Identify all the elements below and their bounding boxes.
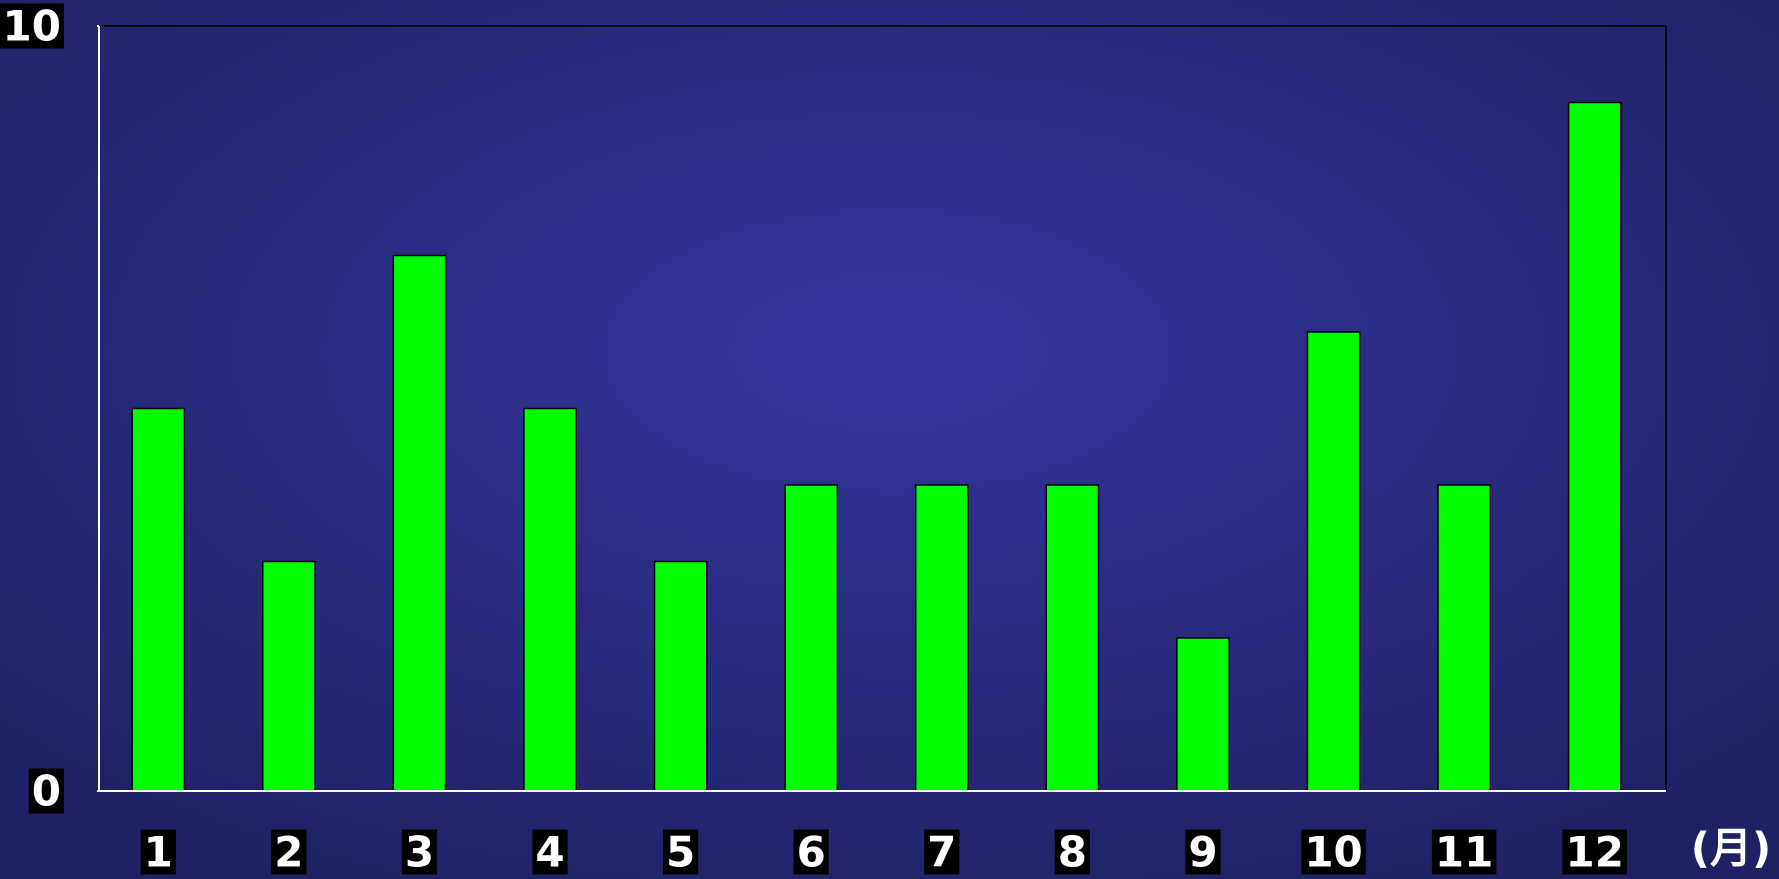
label-backgrounds	[0, 3, 1627, 875]
bar	[262, 560, 316, 792]
bar	[1045, 484, 1100, 792]
label-box	[924, 829, 960, 875]
x-tick-label: 4	[535, 828, 564, 877]
label-box	[1562, 829, 1627, 875]
bar	[1437, 484, 1491, 792]
x-tick-label: 12	[1565, 828, 1623, 877]
label-box	[1431, 829, 1497, 875]
label-box	[271, 829, 307, 875]
bar	[392, 254, 447, 792]
x-tick-label: 1	[144, 828, 173, 877]
label-box	[793, 829, 829, 875]
label-box	[28, 768, 64, 814]
bar	[131, 407, 186, 792]
bar	[1567, 101, 1622, 792]
label-box	[401, 829, 438, 875]
bar	[653, 560, 708, 792]
bar	[1306, 331, 1361, 792]
label-box	[1301, 829, 1366, 875]
x-tick-label: 11	[1435, 828, 1493, 877]
x-tick-label: 8	[1058, 828, 1087, 877]
y-tick-label: 0	[32, 767, 61, 816]
x-tick-label: 9	[1188, 828, 1217, 877]
bar	[784, 484, 839, 792]
label-box	[140, 829, 176, 875]
x-tick-label: 2	[274, 828, 303, 877]
label-box	[1054, 829, 1090, 875]
x-tick-label: 10	[1304, 828, 1362, 877]
bar	[1176, 637, 1230, 792]
label-box	[532, 829, 568, 875]
x-axis-label: (月)	[1691, 824, 1771, 873]
bar	[914, 484, 969, 792]
x-tick-label: 6	[797, 828, 826, 877]
bar	[523, 407, 577, 792]
x-tick-label: 3	[405, 828, 434, 877]
x-tick-label: 5	[666, 828, 695, 877]
x-tick-label: 7	[927, 828, 956, 877]
label-box	[663, 829, 699, 875]
label-box	[0, 3, 64, 49]
y-tick-label: 10	[3, 2, 61, 51]
label-box	[1185, 829, 1221, 875]
